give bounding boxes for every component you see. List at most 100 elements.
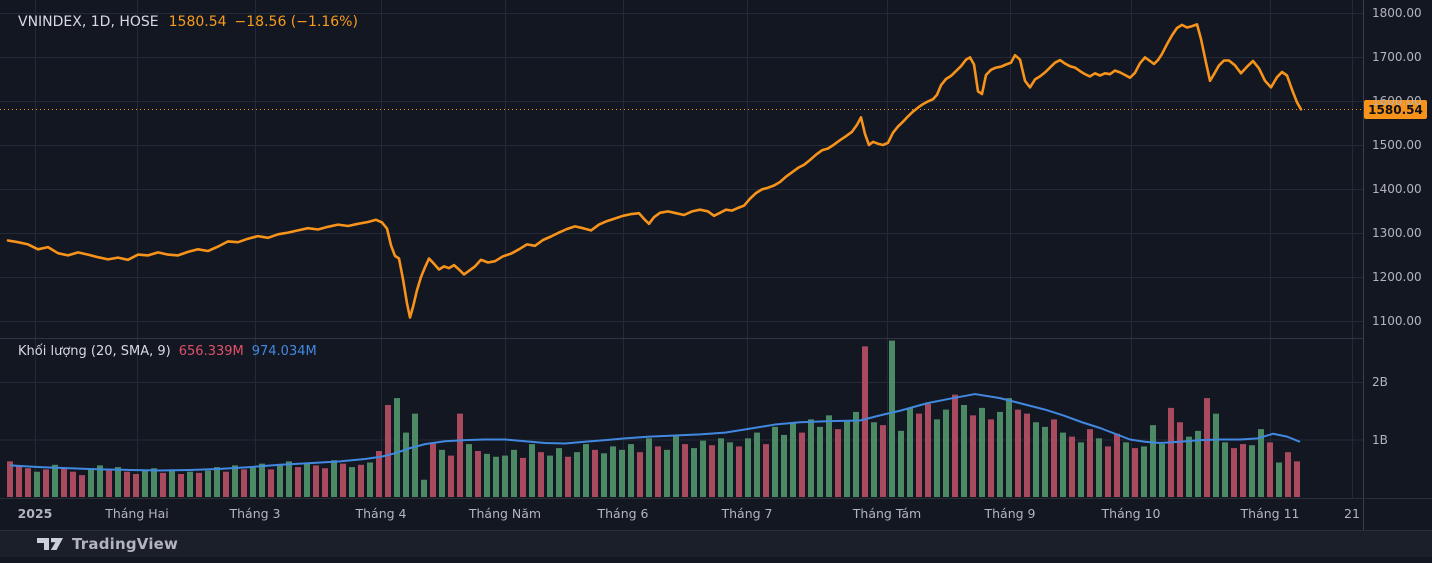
volume-bar	[664, 449, 670, 497]
volume-bar	[385, 405, 391, 497]
volume-bar	[43, 469, 49, 497]
volume-bar	[691, 448, 697, 497]
volume-bar	[52, 464, 58, 497]
volume-bar	[952, 394, 958, 497]
volume-bar	[1177, 422, 1183, 497]
current-price-badge: 1580.54	[1364, 100, 1427, 120]
symbol-legend[interactable]: VNINDEX, 1D, HOSE 1580.54 −18.56 (−1.16%)	[18, 14, 358, 30]
volume-bar	[1105, 446, 1111, 497]
volume-bar	[34, 471, 40, 497]
volume-bar	[1159, 444, 1165, 497]
volume-bar	[412, 413, 418, 497]
volume-bar	[448, 455, 454, 497]
symbol-title: VNINDEX, 1D, HOSE	[18, 14, 159, 30]
time-tick-label: Tháng 9	[984, 506, 1036, 521]
volume-bar	[232, 465, 238, 497]
volume-bar	[1258, 429, 1264, 497]
volume-bar	[556, 448, 562, 497]
volume-bar	[142, 470, 148, 497]
volume-bar	[790, 423, 796, 497]
volume-bar	[547, 455, 553, 497]
volume-bar	[1087, 429, 1093, 497]
volume-tick-label: 1B	[1372, 432, 1388, 447]
volume-bar	[583, 444, 589, 497]
volume-bar	[1078, 442, 1084, 497]
volume-bar	[196, 472, 202, 497]
volume-bar	[1168, 407, 1174, 497]
volume-bar	[1213, 413, 1219, 497]
volume-bar	[457, 413, 463, 497]
volume-bar	[736, 446, 742, 497]
time-axis[interactable]: 2025 Tháng Hai Tháng 3 Tháng 4 Tháng Năm Thán…	[0, 498, 1432, 530]
volume-bar	[394, 398, 400, 497]
volume-bar	[331, 460, 337, 497]
volume-bar	[934, 419, 940, 497]
volume-bar	[943, 409, 949, 497]
volume-bar	[754, 432, 760, 497]
time-tick-label: 2025	[17, 506, 53, 521]
volume-bar	[259, 463, 265, 497]
volume-bar	[907, 407, 913, 497]
volume-bar	[511, 449, 517, 497]
volume-bar	[970, 415, 976, 497]
volume-bar	[133, 474, 139, 497]
volume-bar	[340, 463, 346, 497]
volume-bar	[1150, 425, 1156, 497]
volume-bar	[709, 445, 715, 497]
volume-bar	[1231, 448, 1237, 497]
volume-legend[interactable]: Khối lượng (20, SMA, 9) 656.339M 974.034M	[18, 344, 317, 359]
volume-bar	[862, 346, 868, 497]
volume-bar	[1024, 413, 1030, 497]
volume-bar	[808, 419, 814, 497]
volume-bar	[205, 470, 211, 497]
volume-bar	[178, 474, 184, 497]
volume-bar	[1006, 398, 1012, 497]
price-tick-label: 1500.00	[1372, 138, 1422, 152]
volume-bar	[124, 471, 130, 497]
time-tick-label: Tháng 3	[229, 506, 281, 521]
volume-bar	[79, 475, 85, 497]
volume-bar	[223, 471, 229, 497]
chart-canvas[interactable]	[0, 0, 1363, 498]
volume-bar	[1186, 436, 1192, 497]
price-tick-label: 1400.00	[1372, 182, 1422, 196]
volume-bar	[358, 464, 364, 497]
current-price-badge-text: 1580.54	[1368, 102, 1423, 117]
volume-bar	[241, 469, 247, 497]
volume-bar	[871, 422, 877, 497]
volume-bar	[115, 467, 121, 497]
volume-bar	[1033, 422, 1039, 497]
volume-sma-value: 974.034M	[251, 344, 317, 359]
volume-bar	[25, 468, 31, 497]
volume-bar	[439, 449, 445, 497]
volume-sma-polyline	[9, 393, 1301, 472]
time-tick-label: Tháng Tám	[852, 506, 922, 521]
volume-bar	[844, 421, 850, 497]
volume-bar	[520, 457, 526, 497]
volume-bar	[322, 468, 328, 497]
volume-bar	[925, 403, 931, 497]
time-tick-label: Tháng Năm	[468, 506, 542, 521]
volume-bar	[502, 455, 508, 497]
gridlines	[0, 0, 1363, 498]
volume-bar	[745, 438, 751, 497]
volume-bar	[349, 467, 355, 497]
volume-bar	[574, 452, 580, 497]
volume-bar	[151, 468, 157, 497]
volume-bar	[718, 438, 724, 497]
price-axis[interactable]: 1580.54 1800.00 1700.00 1600.00 1500.00 1400…	[1364, 0, 1432, 498]
tradingview-brand-text[interactable]: TradingView	[72, 535, 179, 553]
volume-bar	[1132, 448, 1138, 497]
time-tick-label: Tháng 7	[721, 506, 773, 521]
volume-bar	[601, 453, 607, 497]
tradingview-logo-icon[interactable]	[36, 535, 64, 553]
volume-bar	[187, 471, 193, 497]
volume-bar	[646, 438, 652, 497]
volume-bar	[781, 434, 787, 497]
volume-bar	[1195, 430, 1201, 497]
volume-bar	[763, 444, 769, 497]
last-price-value: 1580.54	[168, 14, 227, 30]
volume-bar	[475, 451, 481, 497]
volume-bar	[16, 465, 22, 497]
